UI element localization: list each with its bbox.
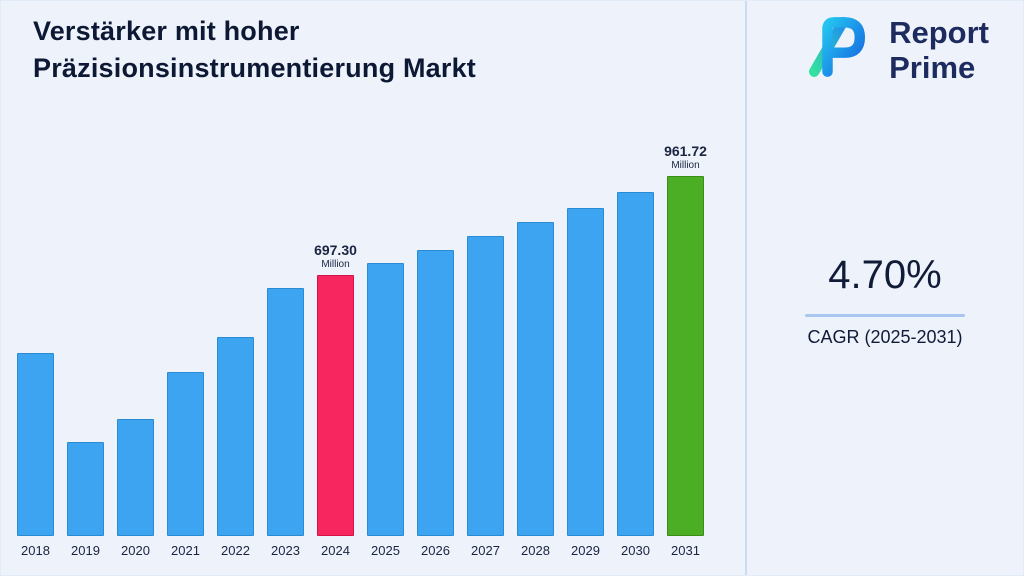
bar-column-2028: 2028 xyxy=(517,222,554,558)
x-tick-2026: 2026 xyxy=(421,543,450,558)
bar-column-2029: 2029 xyxy=(567,208,604,558)
bar-2025 xyxy=(367,263,404,536)
x-tick-2028: 2028 xyxy=(521,543,550,558)
bar-2021 xyxy=(167,372,204,536)
report-prime-wordmark: Report Prime xyxy=(889,15,989,85)
x-tick-2022: 2022 xyxy=(221,543,250,558)
report-prime-logo-icon xyxy=(799,9,875,90)
bar-2026 xyxy=(417,250,454,536)
page-title-line1: Verstärker mit hoher xyxy=(33,16,300,46)
brand-word-report: Report xyxy=(889,14,989,50)
bar-2031 xyxy=(667,176,704,536)
page-title: Verstärker mit hoher Präzisionsinstrumen… xyxy=(33,13,476,87)
bar-2030 xyxy=(617,192,654,536)
x-tick-2031: 2031 xyxy=(671,543,700,558)
bar-2020 xyxy=(117,419,154,536)
value-label-2024: 697.30 Million xyxy=(314,242,357,270)
bar-2027 xyxy=(467,236,504,536)
bar-column-2020: 2020 xyxy=(117,419,154,558)
bar-column-2031: 961.72 Million 2031 xyxy=(664,143,707,558)
report-prime-logo: Report Prime xyxy=(799,9,989,90)
bar-2023 xyxy=(267,288,304,536)
cagr-value: 4.70% xyxy=(828,253,942,297)
cagr-label: CAGR (2025-2031) xyxy=(807,327,963,347)
bar-2028 xyxy=(517,222,554,536)
x-tick-2029: 2029 xyxy=(571,543,600,558)
x-tick-2023: 2023 xyxy=(271,543,300,558)
bar-column-2022: 2022 xyxy=(217,337,254,558)
x-tick-2020: 2020 xyxy=(121,543,150,558)
bar-column-2021: 2021 xyxy=(167,372,204,558)
bar-2018 xyxy=(17,353,54,536)
bar-2019 xyxy=(67,442,104,536)
bar-column-2025: 2025 xyxy=(367,263,404,558)
x-tick-2019: 2019 xyxy=(71,543,100,558)
x-tick-2018: 2018 xyxy=(21,543,50,558)
bar-column-2018: 2018 xyxy=(17,353,54,558)
bar-column-2019: 2019 xyxy=(67,442,104,558)
vertical-divider xyxy=(745,1,747,575)
bar-column-2023: 2023 xyxy=(267,288,304,558)
bar-2022 xyxy=(217,337,254,536)
bar-column-2030: 2030 xyxy=(617,192,654,558)
brand-word-prime: Prime xyxy=(889,49,976,85)
x-tick-2024: 2024 xyxy=(321,543,350,558)
bar-2024 xyxy=(317,275,354,536)
x-tick-2021: 2021 xyxy=(171,543,200,558)
x-tick-2027: 2027 xyxy=(471,543,500,558)
x-tick-2030: 2030 xyxy=(621,543,650,558)
cagr-underline xyxy=(805,314,965,317)
bar-column-2024: 697.30 Million 2024 xyxy=(314,242,357,558)
bar-2029 xyxy=(567,208,604,536)
bar-column-2027: 2027 xyxy=(467,236,504,558)
bar-chart: 2018 2019 2020 2021 2022 2023 697.30 Million 202… xyxy=(17,143,707,558)
bar-column-2026: 2026 xyxy=(417,250,454,558)
cagr-block: 4.70% CAGR (2025-2031) xyxy=(747,253,1023,348)
page-title-line2: Präzisionsinstrumentierung Markt xyxy=(33,53,476,83)
x-tick-2025: 2025 xyxy=(371,543,400,558)
value-label-2031: 961.72 Million xyxy=(664,143,707,171)
